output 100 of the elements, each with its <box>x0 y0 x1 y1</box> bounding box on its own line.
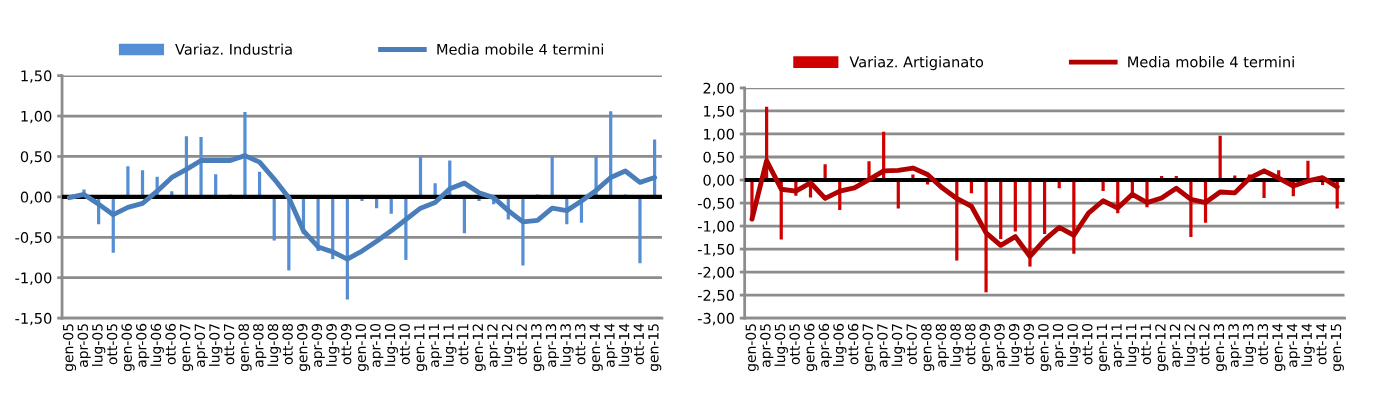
x-tick-label: gen-14 <box>589 323 603 372</box>
x-tick-label: apr-06 <box>136 323 150 367</box>
x-tick-label: lug-13 <box>560 324 574 366</box>
x-tick-label: gen-15 <box>648 324 662 372</box>
x-tick-label: gen-05 <box>62 324 77 372</box>
x-tick-label: lug-10 <box>384 323 398 366</box>
x-tick-label: apr-14 <box>1287 323 1301 367</box>
x-tick-label: ott-05 <box>789 324 800 365</box>
x-tick-label: ott-13 <box>1257 324 1269 365</box>
x-tick-label: gen-07 <box>862 324 876 372</box>
x-tick-label: ott-08 <box>964 323 976 365</box>
x-tick-label: ott-07 <box>223 324 235 365</box>
y-tick-label: 0,50 <box>703 151 734 165</box>
x-tick-label: gen-14 <box>1272 323 1286 372</box>
x-tick-label: gen-08 <box>921 323 935 372</box>
y-tick-label: -0,50 <box>697 197 734 211</box>
x-tick-label: lug-05 <box>91 324 106 366</box>
x-tick-label: apr-05 <box>77 324 91 367</box>
x-tick-label: apr-07 <box>877 324 891 367</box>
x-tick-label: apr-11 <box>428 324 442 367</box>
x-tick-label: ott-12 <box>1199 324 1210 365</box>
y-tick-label: 1,50 <box>704 105 734 119</box>
x-tick-label: gen-07 <box>179 324 194 372</box>
x-tick-label: lug-06 <box>150 323 164 366</box>
x-tick-label: gen-12 <box>472 324 486 372</box>
x-tick-label: apr-10 <box>1052 323 1066 367</box>
x-tick-label: ott-08 <box>282 323 293 365</box>
x-tick-label: ott-05 <box>106 324 118 365</box>
y-tick-label: -3,00 <box>697 312 734 326</box>
y-tick-label: -1,00 <box>15 272 52 285</box>
x-tick-label: lug-09 <box>1008 323 1023 366</box>
y-tick-label: -1,50 <box>697 243 734 257</box>
x-tick-label: apr-13 <box>545 324 559 367</box>
x-tick-label: apr-14 <box>604 323 618 367</box>
y-tick-label: 1,00 <box>21 110 52 124</box>
x-tick-label: apr-09 <box>311 323 325 367</box>
x-tick-label: ott-14 <box>633 323 644 365</box>
x-tick-label: gen-08 <box>238 323 252 372</box>
x-tick-label: ott-10 <box>399 323 410 365</box>
x-tick-label: gen-06 <box>121 323 135 372</box>
x-tick-label: ott-06 <box>847 323 859 365</box>
legend-label: Media mobile 4 termini <box>1128 56 1294 68</box>
x-tick-label: lug-11 <box>443 324 457 366</box>
y-tick-label: 0,00 <box>20 191 52 205</box>
x-tick-label: gen-05 <box>745 324 759 372</box>
x-tick-label: apr-08 <box>935 323 949 367</box>
x-tick-label: ott-11 <box>1140 324 1152 365</box>
y-tick-label: -1,00 <box>697 220 734 234</box>
x-tick-label: lug-07 <box>891 324 905 366</box>
x-tick-label: lug-09 <box>326 323 340 366</box>
x-tick-label: lug-10 <box>1067 323 1081 366</box>
x-tick-label: gen-13 <box>1213 324 1227 372</box>
x-tick-label: ott-06 <box>165 323 176 365</box>
x-tick-label: lug-07 <box>208 324 223 366</box>
legend-label: Variaz. Industria <box>175 43 292 55</box>
x-tick-label: apr-09 <box>994 323 1008 367</box>
x-tick-label: lug-13 <box>1242 324 1257 366</box>
x-tick-label: apr-11 <box>1111 324 1125 367</box>
x-tick-label: gen-09 <box>296 323 311 372</box>
x-tick-label: ott-10 <box>1082 323 1093 365</box>
x-tick-label: lug-14 <box>1301 323 1315 366</box>
x-tick-label: lug-14 <box>618 323 633 366</box>
y-tick-label: 0,00 <box>703 174 734 188</box>
y-tick-label: 2,00 <box>703 82 734 96</box>
x-tick-label: ott-14 <box>1316 323 1327 365</box>
y-tick-label: 1,00 <box>704 128 734 142</box>
x-tick-label: lug-12 <box>501 324 516 366</box>
x-tick-label: apr-07 <box>194 324 208 367</box>
x-tick-label: lug-12 <box>1184 324 1198 366</box>
x-tick-label: ott-11 <box>458 324 469 365</box>
y-tick-label: -2,50 <box>697 289 734 303</box>
x-tick-label: lug-11 <box>1125 324 1140 366</box>
x-tick-label: gen-12 <box>1155 324 1169 372</box>
x-tick-label: lug-05 <box>774 324 788 366</box>
legend-label: Variaz. Artigianato <box>849 56 984 71</box>
x-tick-label: gen-11 <box>1096 324 1110 372</box>
x-tick-label: apr-12 <box>487 324 501 367</box>
x-tick-label: ott-09 <box>340 323 352 365</box>
y-tick-label: 0,50 <box>20 151 52 164</box>
y-tick-label: -0,50 <box>15 232 52 245</box>
x-tick-label: gen-06 <box>804 323 818 372</box>
y-tick-label: -2,00 <box>697 266 734 280</box>
x-tick-label: gen-15 <box>1330 324 1344 372</box>
x-tick-label: apr-08 <box>253 323 267 367</box>
y-tick-label: -1,50 <box>15 312 52 326</box>
x-tick-label: ott-09 <box>1023 323 1034 365</box>
y-tick-label: 1,50 <box>21 70 52 83</box>
x-tick-label: gen-10 <box>1038 323 1052 372</box>
x-tick-label: apr-12 <box>1169 324 1183 367</box>
x-tick-label: lug-08 <box>950 323 964 366</box>
x-tick-label: apr-13 <box>1228 324 1242 367</box>
x-tick-label: gen-13 <box>531 324 545 372</box>
x-tick-label: gen-10 <box>355 323 369 372</box>
x-tick-label: gen-09 <box>979 323 993 372</box>
x-tick-label: apr-06 <box>818 323 832 367</box>
x-tick-label: lug-06 <box>833 323 847 366</box>
x-tick-label: lug-08 <box>267 323 281 366</box>
x-tick-label: ott-07 <box>906 324 917 365</box>
x-tick-label: apr-10 <box>370 323 384 367</box>
x-tick-label: ott-12 <box>516 324 527 365</box>
